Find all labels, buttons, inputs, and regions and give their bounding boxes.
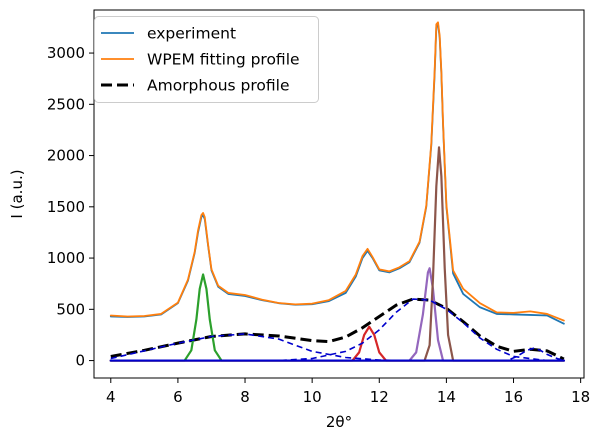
legend-box [94, 16, 319, 103]
series-line-8 [110, 298, 564, 362]
x-tick-label: 10 [303, 388, 322, 406]
x-tick-label: 14 [437, 388, 456, 406]
legend: experiment WPEM fitting profile Amorphous … [94, 16, 319, 103]
y-tick-label: 2000 [47, 147, 85, 165]
x-tick-label: 4 [106, 388, 116, 406]
x-tick-label: 18 [571, 388, 590, 406]
y-tick-label: 1500 [47, 198, 85, 216]
series-line-5 [109, 267, 565, 362]
series-line-1 [109, 21, 565, 322]
y-tick-label: 0 [75, 352, 85, 370]
legend-label: WPEM fitting profile [147, 51, 300, 69]
y-tick-label: 3000 [47, 44, 85, 62]
legend-label: Amorphous profile [147, 77, 290, 95]
series-line-9 [110, 347, 565, 362]
plot-frame [93, 9, 585, 379]
legend-label: experiment [147, 25, 236, 43]
x-axis-label: 2θ° [326, 413, 352, 431]
x-tick-label: 8 [240, 388, 250, 406]
axes-layer: 4 6 8 10 12 14 16 18 0 500 1000 1500 2000 2500 3000 2θ°… [8, 9, 590, 431]
y-tick-label: 500 [56, 300, 85, 318]
y-tick-label: 2500 [47, 95, 85, 113]
x-tick-label: 6 [173, 388, 183, 406]
series-line-6 [109, 146, 565, 362]
x-tick-label: 12 [370, 388, 389, 406]
x-tick-label: 16 [504, 388, 523, 406]
series-layer [109, 21, 565, 362]
series-line-3 [109, 273, 565, 362]
series-line-2 [110, 297, 565, 361]
series-line-4 [109, 325, 565, 362]
y-tick-label: 1000 [47, 249, 85, 267]
y-axis-label: I (a.u.) [8, 169, 26, 218]
